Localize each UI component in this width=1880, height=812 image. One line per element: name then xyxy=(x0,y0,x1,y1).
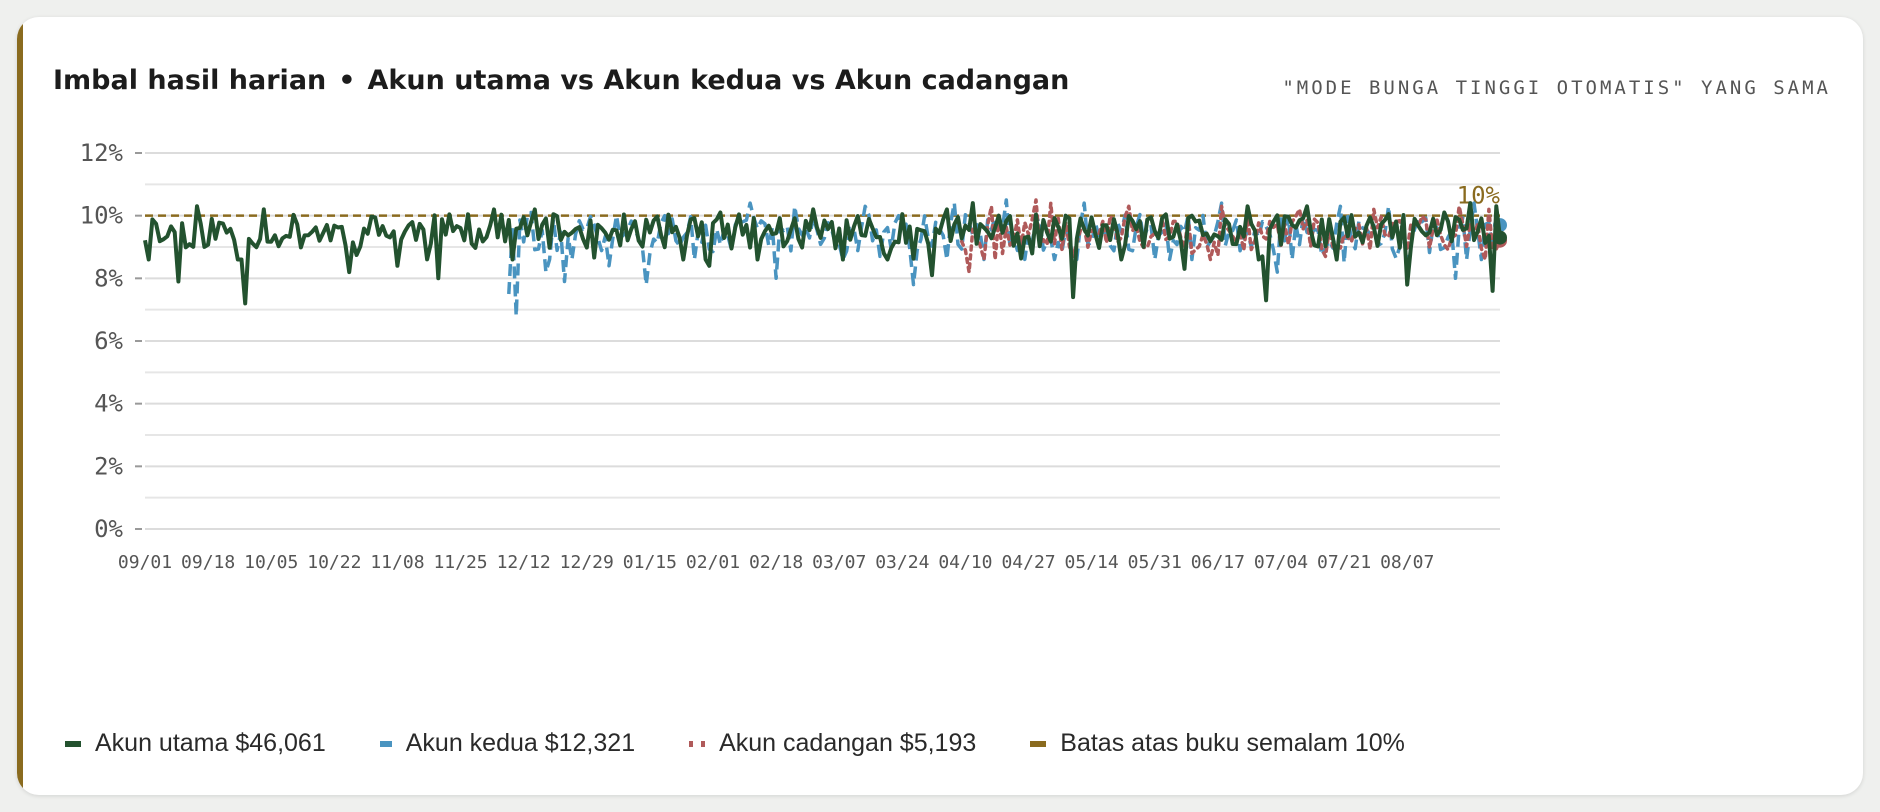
legend-swatch-secondary xyxy=(379,740,392,747)
x-tick-label: 04/10 xyxy=(938,552,992,573)
x-tick-label: 09/01 xyxy=(118,552,172,573)
legend-item-secondary[interactable]: Akun kedua $12,321 xyxy=(379,729,636,758)
legend-label-cap: Batas atas buku semalam 10% xyxy=(1060,729,1405,757)
legend-item-primary[interactable]: Akun utama $46,061 xyxy=(65,729,326,758)
title-part-1: Imbal hasil harian xyxy=(53,65,327,96)
x-tick-label: 11/08 xyxy=(370,552,424,573)
series-line-akun-utama xyxy=(143,201,1502,306)
chart-card: Imbal hasil harian • Akun utama vs Akun ke… xyxy=(17,17,1863,795)
x-tick-label: 05/31 xyxy=(1128,552,1182,573)
legend-item-reserve[interactable]: Akun cadangan $5,193 xyxy=(689,729,976,758)
cap-line-label: 10% xyxy=(1457,182,1501,210)
legend-item-cap[interactable]: Batas atas buku semalam 10% xyxy=(1030,729,1405,758)
card-accent-bar xyxy=(17,17,23,795)
x-tick-label: 05/14 xyxy=(1065,552,1119,573)
x-tick-label: 03/07 xyxy=(812,552,866,573)
y-tick-label: 8% xyxy=(94,264,123,292)
x-tick-label: 10/22 xyxy=(307,552,361,573)
legend-label-reserve: Akun cadangan $5,193 xyxy=(719,729,977,757)
x-tick-label: 12/29 xyxy=(560,552,614,573)
y-tick-label: 4% xyxy=(94,390,123,418)
x-tick-label: 08/07 xyxy=(1380,552,1434,573)
title-part-2: Akun utama vs Akun kedua vs Akun cadanga… xyxy=(367,65,1070,96)
x-tick-label: 02/01 xyxy=(686,552,740,573)
x-tick-label: 07/21 xyxy=(1317,552,1371,573)
x-tick-label: 10/05 xyxy=(244,552,298,573)
x-tick-label: 01/15 xyxy=(623,552,677,573)
legend-label-primary: Akun utama $46,061 xyxy=(95,729,326,757)
chart-title: Imbal hasil harian • Akun utama vs Akun ke… xyxy=(53,65,1069,96)
y-tick-label: 2% xyxy=(94,452,123,480)
y-tick-label: 12% xyxy=(80,139,124,167)
x-tick-label: 03/24 xyxy=(875,552,929,573)
x-tick-label: 02/18 xyxy=(749,552,803,573)
x-tick-label: 09/18 xyxy=(181,552,235,573)
x-tick-label: 06/17 xyxy=(1191,552,1245,573)
y-tick-label: 6% xyxy=(94,327,123,355)
x-tick-label: 07/04 xyxy=(1254,552,1308,573)
legend-swatch-reserve xyxy=(689,740,706,747)
legend-swatch-cap xyxy=(1030,740,1047,747)
x-tick-label: 04/27 xyxy=(1001,552,1055,573)
chart-subtitle: "MODE BUNGA TINGGI OTOMATIS" YANG SAMA xyxy=(1282,77,1831,99)
legend-swatch-primary xyxy=(65,740,81,747)
line-chart: 0% 2% 4% 6% 8% 10% 12% 09/01 09/18 10/05 10/22 11/0… xyxy=(80,139,1507,573)
x-tick-label: 11/25 xyxy=(433,552,487,573)
title-separator: • xyxy=(338,65,356,96)
legend-label-secondary: Akun kedua $12,321 xyxy=(405,729,636,757)
series-line-akun-kedua xyxy=(507,198,1502,318)
legend: Akun utama $46,061 Akun kedua $12,321 Ak… xyxy=(65,729,1459,758)
x-tick-label: 12/12 xyxy=(497,552,551,573)
series-end-marker-akun-utama xyxy=(1493,230,1507,245)
y-tick-label: 0% xyxy=(94,515,123,543)
y-tick-label: 10% xyxy=(80,202,124,230)
